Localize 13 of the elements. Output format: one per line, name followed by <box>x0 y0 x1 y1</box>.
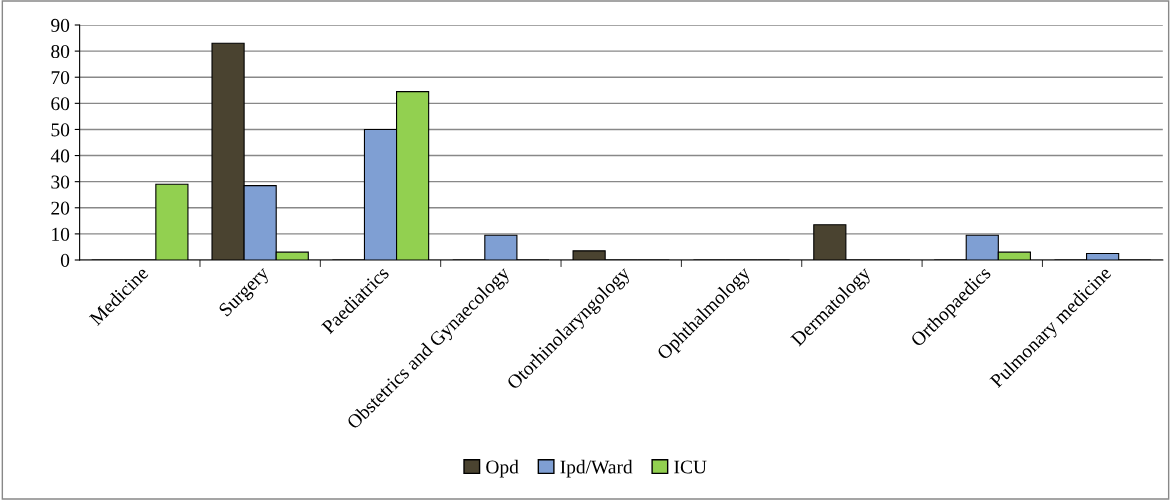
y-tick-label: 20 <box>51 201 70 215</box>
y-tick-label: 40 <box>50 149 70 163</box>
legend-label: Opd <box>486 459 519 478</box>
y-tick-label: 10 <box>52 227 70 241</box>
y-tick-label: 80 <box>51 44 70 59</box>
legend-label: ICU <box>674 460 707 474</box>
y-tick-label: 50 <box>51 123 70 137</box>
legend-label: Ipd/Ward <box>560 459 633 478</box>
y-tick-label: 0 <box>60 253 70 267</box>
y-tick-label: 70 <box>51 71 70 85</box>
y-tick-label: 30 <box>51 175 70 189</box>
y-tick-label: 90 <box>51 18 70 32</box>
y-tick-label: 60 <box>51 97 70 111</box>
